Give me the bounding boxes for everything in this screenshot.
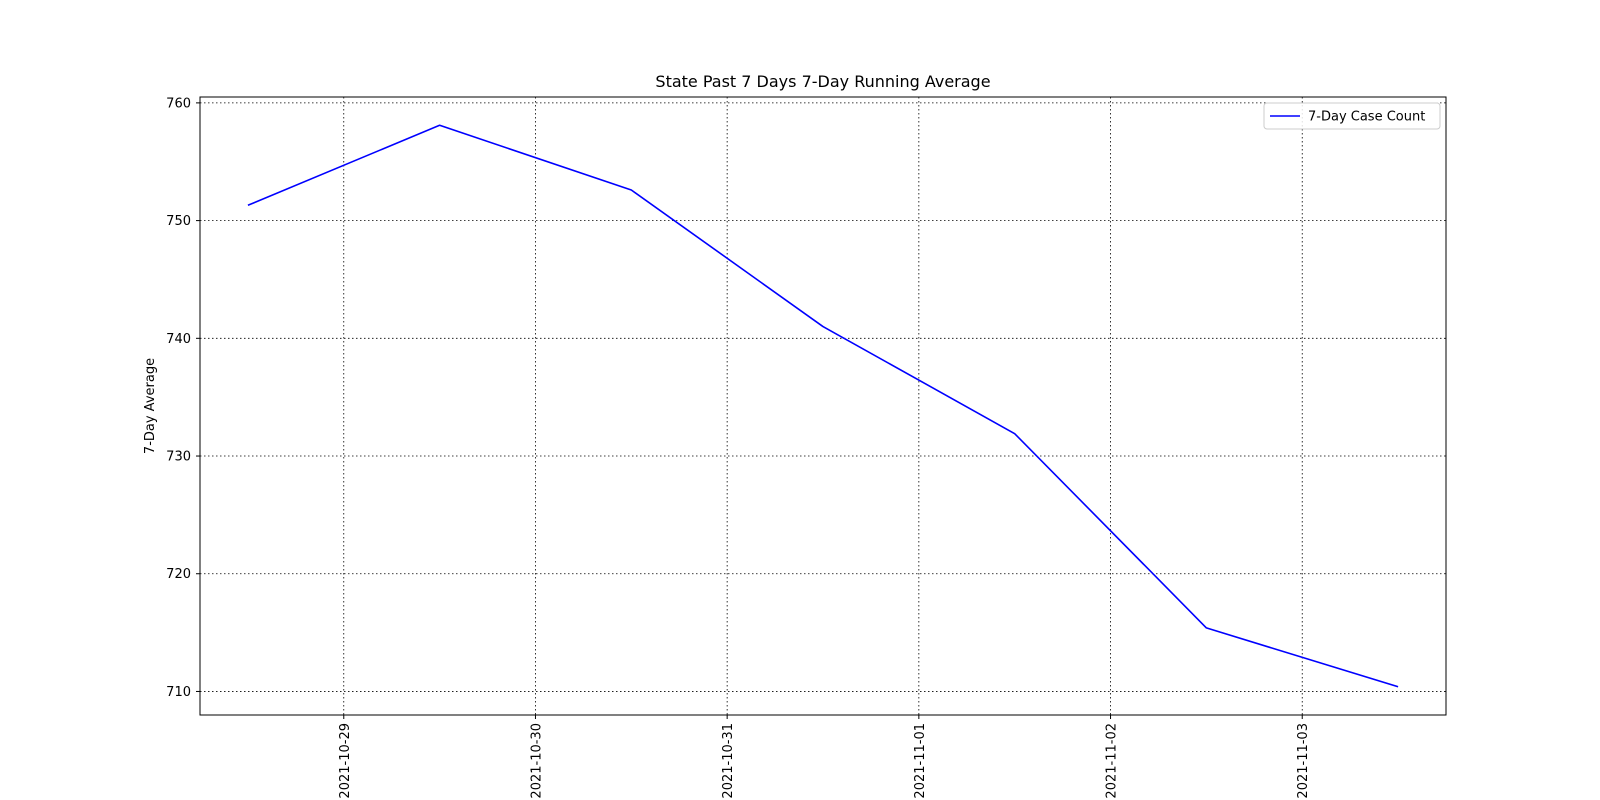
legend: 7-Day Case Count [1263, 102, 1441, 130]
x-tick-label: 2021-11-01 [913, 723, 928, 799]
x-tick-label: 2021-10-30 [529, 723, 544, 799]
legend-label: 7-Day Case Count [1308, 110, 1425, 125]
y-axis-ticks: 710 720 730 740 750 760 [166, 96, 200, 700]
y-tick-label: 760 [166, 96, 191, 111]
x-tick-label: 2021-10-29 [338, 723, 353, 799]
x-tick-label: 2021-11-03 [1296, 723, 1311, 799]
grid-lines [200, 97, 1446, 715]
series-line [247, 124, 1399, 688]
x-axis-ticks: 2021-10-29 2021-10-30 2021-10-31 2021-11-01… [338, 715, 1311, 799]
y-tick-label: 720 [166, 567, 191, 582]
y-tick-label: 730 [166, 450, 191, 465]
y-tick-label: 740 [166, 332, 191, 347]
plot-frame [199, 96, 1447, 716]
x-tick-label: 2021-10-31 [721, 723, 736, 799]
x-tick-label: 2021-11-02 [1105, 723, 1120, 799]
y-tick-label: 750 [166, 214, 191, 229]
series-lines [247, 124, 1399, 688]
chart-title: State Past 7 Days 7-Day Running Average [655, 72, 990, 91]
legend-box [1263, 102, 1441, 130]
y-tick-label: 710 [166, 685, 191, 700]
y-axis-label: 7-Day Average [143, 358, 158, 454]
